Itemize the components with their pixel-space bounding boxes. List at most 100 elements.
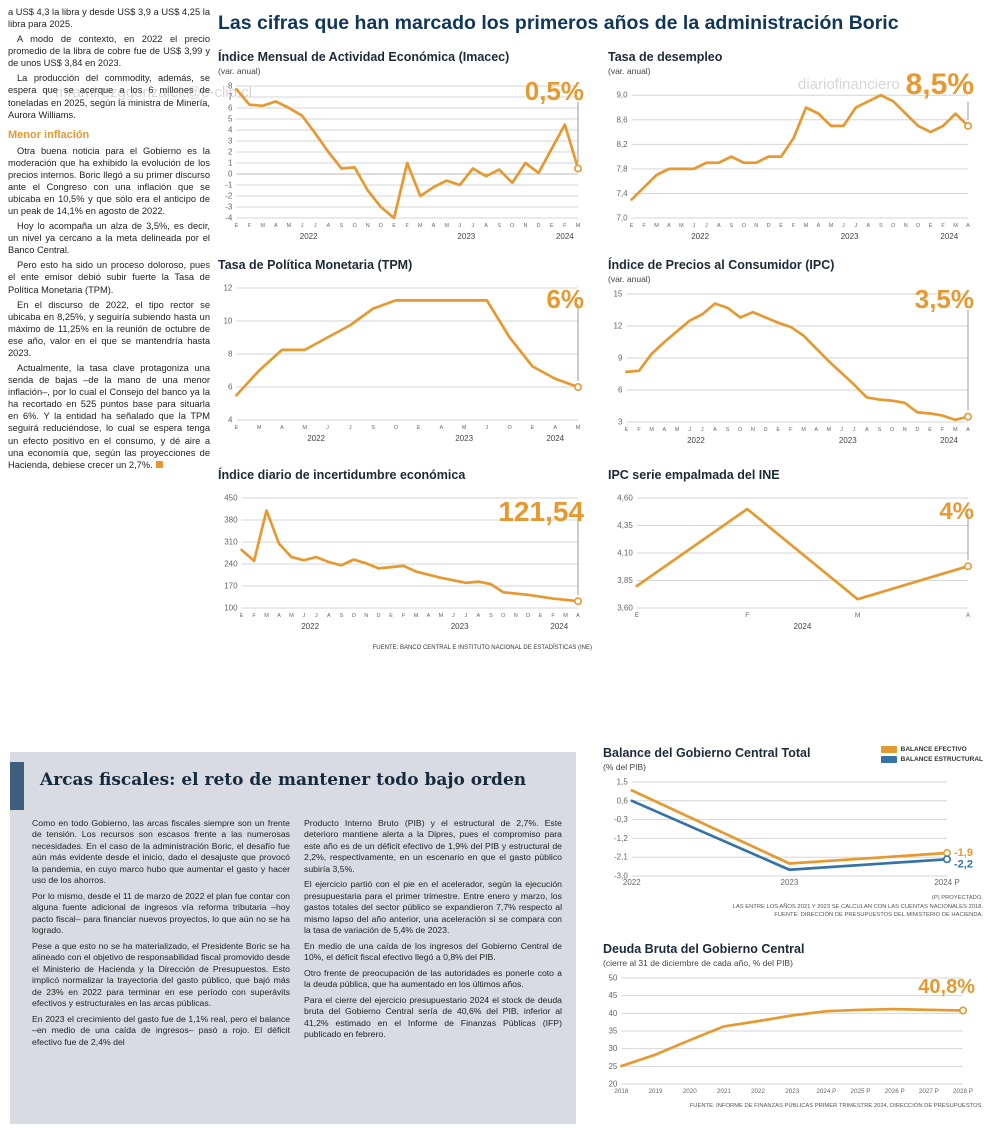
svg-text:3: 3 xyxy=(228,137,233,146)
svg-text:J: J xyxy=(326,425,329,431)
svg-text:E: E xyxy=(235,425,239,431)
chart-title: Deuda Bruta del Gobierno Central xyxy=(603,942,805,956)
svg-text:A: A xyxy=(966,223,970,229)
svg-text:D: D xyxy=(379,223,383,229)
svg-text:2: 2 xyxy=(228,148,233,157)
svg-text:2023: 2023 xyxy=(455,434,473,443)
tpm-callout: 6% xyxy=(546,284,584,314)
svg-text:A: A xyxy=(865,427,869,433)
svg-text:F: F xyxy=(941,223,945,229)
svg-text:E: E xyxy=(417,425,421,431)
article-paragraph: A modo de contexto, en 2022 el precio pr… xyxy=(8,34,210,69)
balance-footnotes: (P) PROYECTADO. LAS ENTRE LOS AÑOS 2021 … xyxy=(603,894,983,920)
svg-text:M: M xyxy=(953,427,958,433)
svg-text:O: O xyxy=(742,223,747,229)
svg-text:A: A xyxy=(667,223,671,229)
desempleo-plot: 9,0 8,6 8,2 7,8 7,4 7,0 E F M A M J J A S O N D E F M A M J J A S O… xyxy=(608,78,982,246)
svg-text:A: A xyxy=(553,425,557,431)
svg-text:M: M xyxy=(827,427,832,433)
svg-text:O: O xyxy=(352,613,357,619)
deuda-callout: 40,8% xyxy=(918,976,975,998)
svg-text:M: M xyxy=(953,223,958,229)
svg-text:10: 10 xyxy=(223,317,232,326)
legend-label: BALANCE ESTRUCTURAL xyxy=(900,756,983,763)
svg-text:E: E xyxy=(389,613,393,619)
svg-text:F: F xyxy=(248,223,252,229)
svg-text:E: E xyxy=(630,223,634,229)
svg-text:2024 P: 2024 P xyxy=(816,1088,836,1095)
chart-incertidumbre: Índice diario de incertidumbre económica… xyxy=(218,468,592,640)
svg-text:O: O xyxy=(890,427,895,433)
svg-text:2024: 2024 xyxy=(546,434,564,443)
svg-text:2023: 2023 xyxy=(785,1088,800,1095)
svg-text:2022: 2022 xyxy=(301,622,319,631)
svg-text:M: M xyxy=(264,613,269,619)
svg-text:F: F xyxy=(252,613,256,619)
svg-text:M: M xyxy=(829,223,834,229)
svg-text:-4: -4 xyxy=(225,214,233,223)
svg-text:D: D xyxy=(377,613,381,619)
svg-text:A: A xyxy=(817,223,821,229)
svg-text:2020: 2020 xyxy=(683,1088,698,1095)
svg-text:A: A xyxy=(814,427,818,433)
chart-subtitle: (var. anual) xyxy=(608,66,651,76)
svg-text:2021: 2021 xyxy=(717,1088,732,1095)
chart-title: Balance del Gobierno Central Total xyxy=(603,746,811,760)
svg-text:J: J xyxy=(486,425,489,431)
svg-text:J: J xyxy=(303,613,306,619)
svg-text:A: A xyxy=(866,223,870,229)
svg-text:E: E xyxy=(550,223,554,229)
svg-text:D: D xyxy=(915,427,919,433)
svg-text:170: 170 xyxy=(224,582,238,591)
chart-tpm: Tasa de Política Monetaria (TPM) 12 10 8 6 4… xyxy=(218,258,592,454)
svg-text:E: E xyxy=(928,427,932,433)
svg-text:M: M xyxy=(439,613,444,619)
deuda-plot: 50 45 40 35 30 25 20 2018 2019 2020 2021 2022 2023 20… xyxy=(603,970,983,1100)
svg-text:S: S xyxy=(489,613,493,619)
svg-text:2018: 2018 xyxy=(614,1088,629,1095)
fiscal-paragraph: Como en todo Gobierno, las arcas fiscale… xyxy=(32,818,290,886)
svg-text:S: S xyxy=(371,425,375,431)
svg-text:M: M xyxy=(576,425,581,431)
svg-text:25: 25 xyxy=(608,1062,617,1071)
svg-text:N: N xyxy=(904,223,908,229)
svg-text:A: A xyxy=(576,613,580,619)
svg-text:A: A xyxy=(476,613,480,619)
svg-text:8,2: 8,2 xyxy=(616,140,628,149)
svg-text:2028 P: 2028 P xyxy=(953,1088,973,1095)
svg-text:M: M xyxy=(675,427,680,433)
svg-text:5: 5 xyxy=(228,115,233,124)
svg-text:E: E xyxy=(531,425,535,431)
legend-label: BALANCE EFECTIVO xyxy=(900,746,967,753)
svg-text:F: F xyxy=(637,427,641,433)
svg-text:D: D xyxy=(526,613,530,619)
svg-text:E: E xyxy=(779,223,783,229)
article-paragraph: Pero esto ha sido un proceso doloroso, p… xyxy=(8,260,210,295)
svg-text:9,0: 9,0 xyxy=(616,91,628,100)
fiscal-paragraph: En medio de una caída de los ingresos de… xyxy=(304,940,562,963)
svg-text:-2,2: -2,2 xyxy=(954,858,973,870)
svg-text:A: A xyxy=(663,427,667,433)
svg-text:F: F xyxy=(642,223,646,229)
svg-text:A: A xyxy=(327,223,331,229)
svg-text:M: M xyxy=(801,427,806,433)
svg-text:M: M xyxy=(804,223,809,229)
chart-title: IPC serie empalmada del INE xyxy=(608,468,780,482)
svg-text:J: J xyxy=(701,427,704,433)
fiscal-column-2: Producto Interno Bruto (PIB) y el estruc… xyxy=(304,818,562,1045)
svg-text:2022: 2022 xyxy=(307,434,325,443)
svg-text:A: A xyxy=(440,425,444,431)
article-paragraph: Otra buena noticia para el Gobierno es l… xyxy=(8,145,210,217)
balance-legend: BALANCE EFECTIVO BALANCE ESTRUCTURAL xyxy=(880,746,983,766)
svg-text:-1,2: -1,2 xyxy=(614,834,628,843)
article-paragraph: Hoy lo acompaña un alza de 3,5%, es deci… xyxy=(8,221,210,256)
chart-subtitle: (var. anual) xyxy=(608,274,651,284)
svg-text:3,85: 3,85 xyxy=(617,576,633,585)
svg-text:7: 7 xyxy=(228,93,233,102)
svg-text:-3,0: -3,0 xyxy=(614,872,628,881)
article-paragraph: Actualmente, la tasa clave protagoniza u… xyxy=(8,362,210,471)
svg-text:-1,9: -1,9 xyxy=(954,847,973,859)
article-paragraph: La producción del commodity, además, se … xyxy=(8,73,210,120)
svg-text:N: N xyxy=(514,613,518,619)
